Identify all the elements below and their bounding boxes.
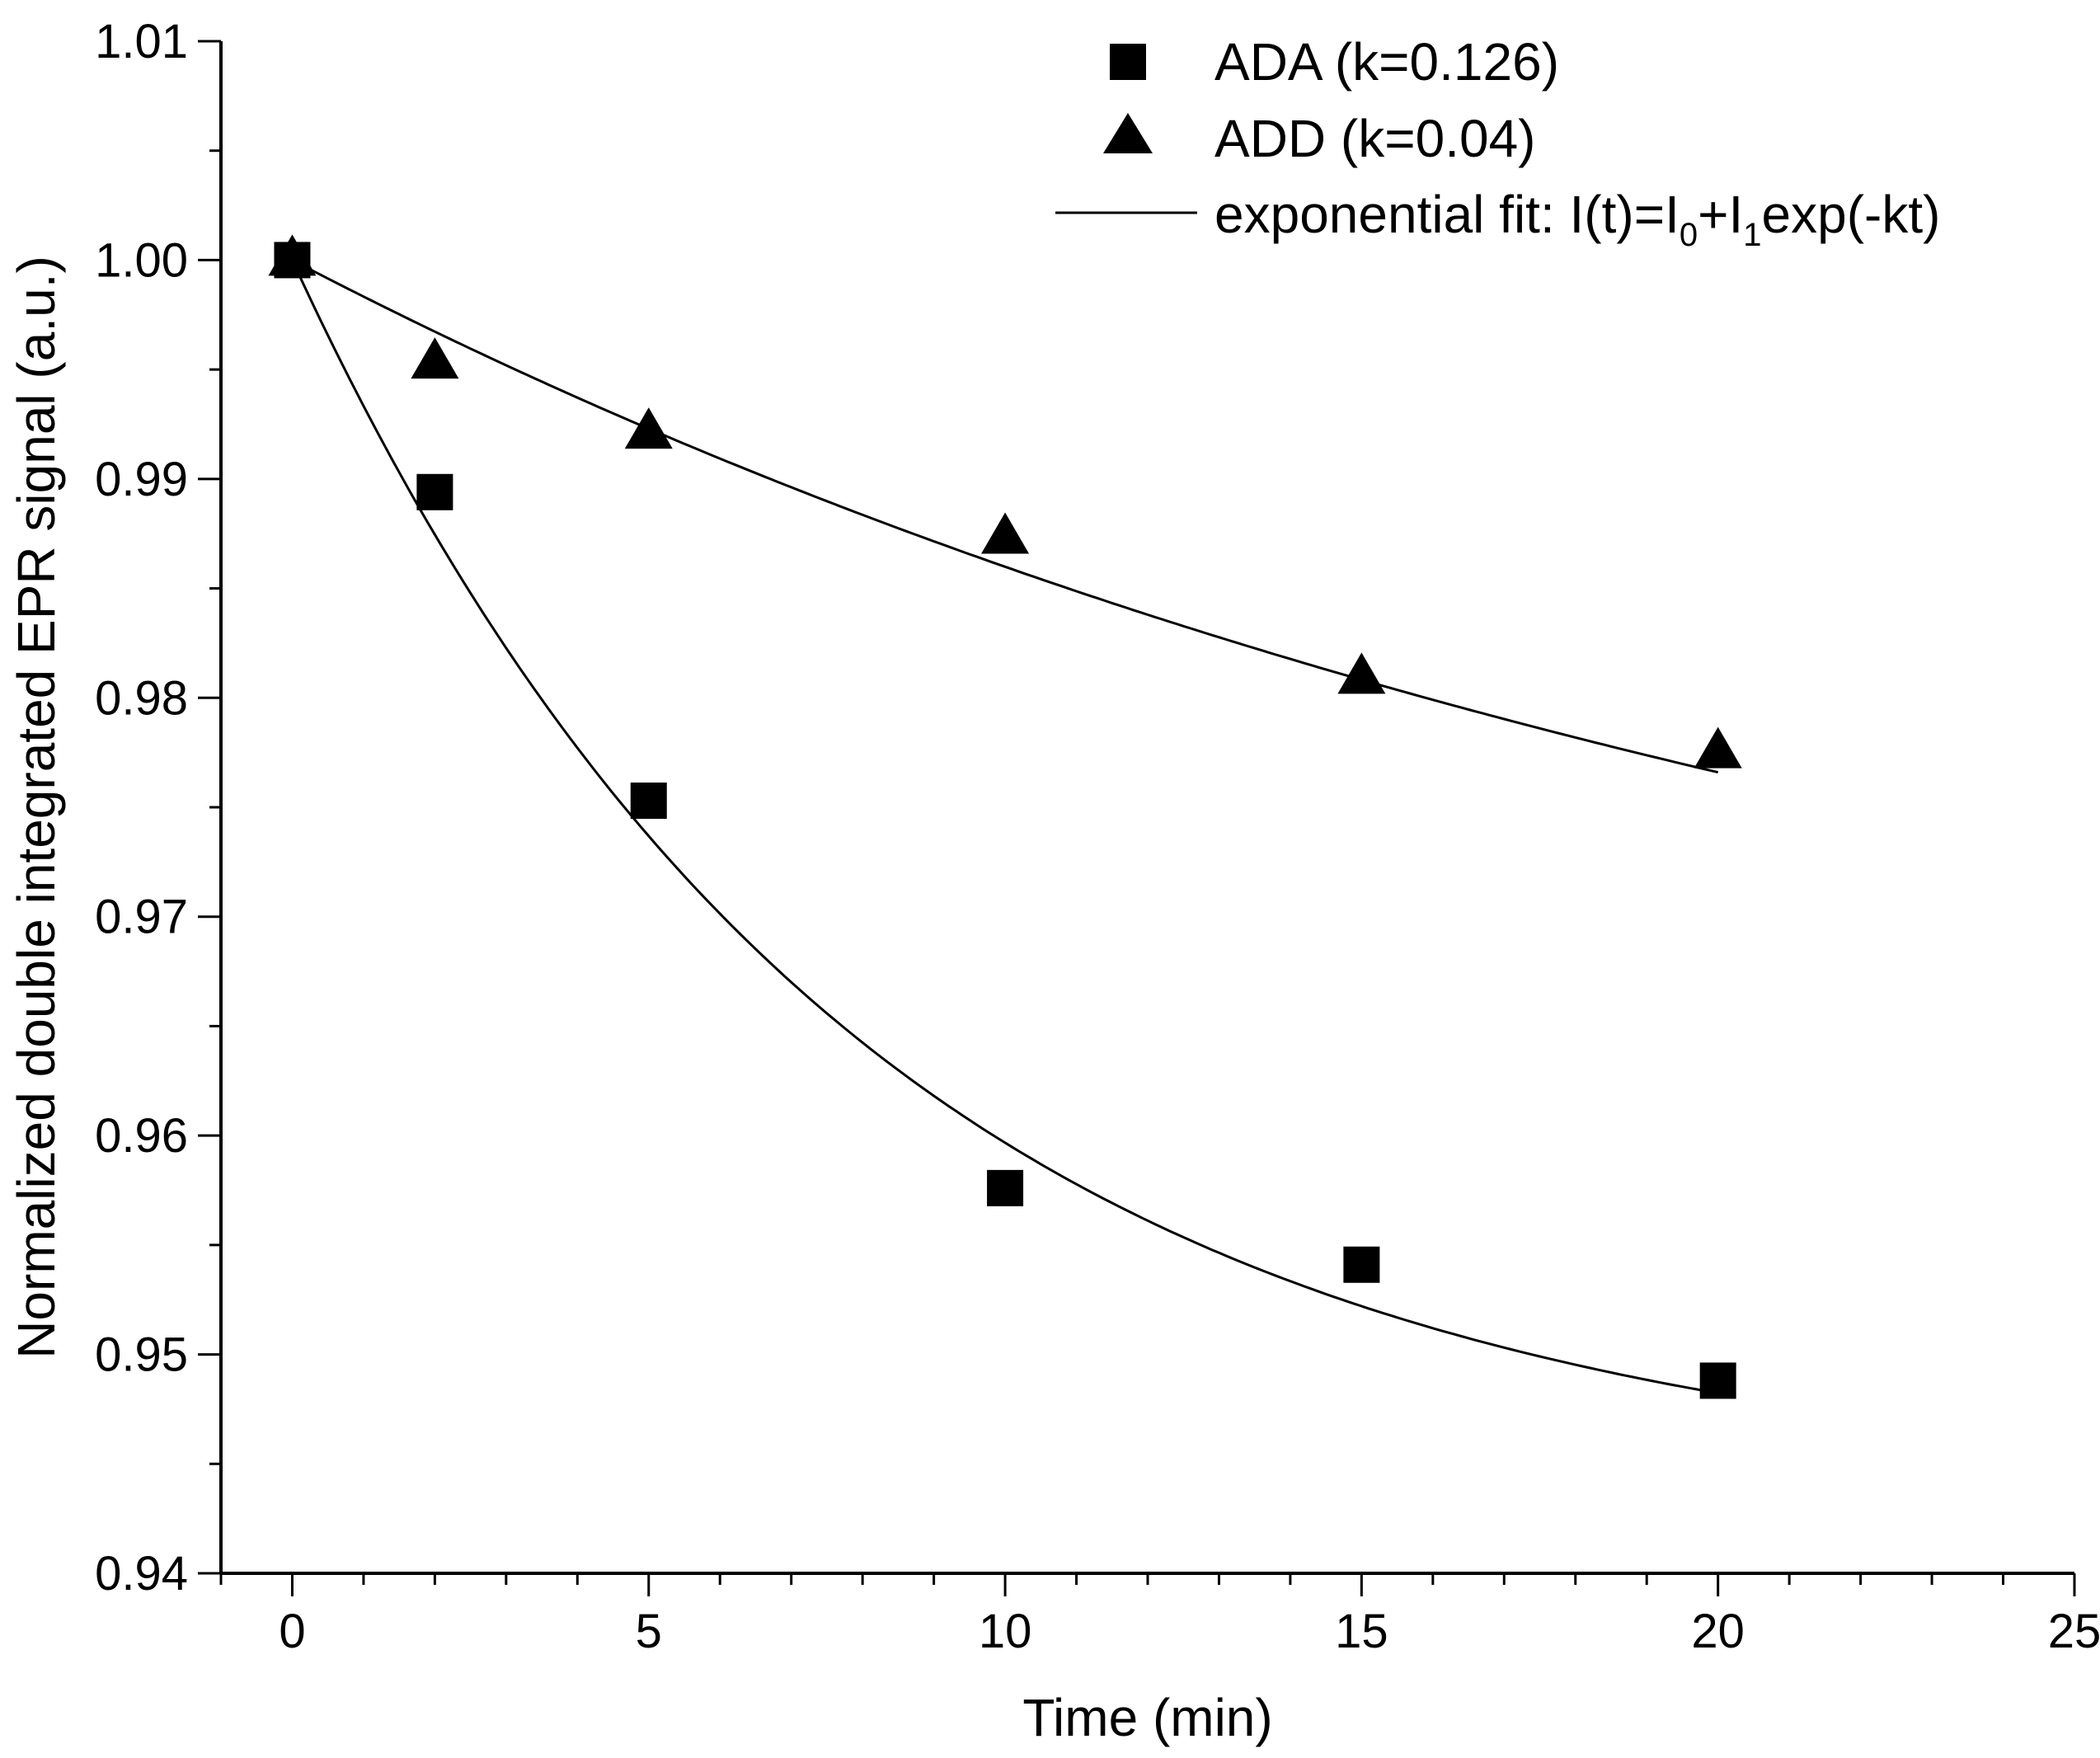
y-tick-label: 0.99 bbox=[95, 453, 188, 506]
data-point-square bbox=[987, 1169, 1024, 1206]
x-tick-label: 20 bbox=[1691, 1605, 1745, 1658]
data-point-triangle bbox=[1337, 652, 1386, 694]
data-points bbox=[268, 234, 1742, 1399]
x-tick-label: 0 bbox=[279, 1605, 305, 1658]
data-point-square bbox=[1699, 1362, 1736, 1399]
legend-marker-ada bbox=[1110, 44, 1146, 80]
data-point-triangle bbox=[1694, 726, 1742, 769]
data-point-triangle bbox=[624, 407, 673, 449]
fit-label-sub0: 0 bbox=[1680, 217, 1698, 253]
fit-curve-series-1 bbox=[291, 259, 1719, 774]
y-tick-label: 0.94 bbox=[95, 1547, 188, 1601]
y-tick-label: 0.96 bbox=[95, 1109, 188, 1163]
data-point-triangle bbox=[411, 337, 459, 379]
x-axis-title: Time (min) bbox=[1022, 1688, 1272, 1747]
data-point-triangle bbox=[981, 512, 1030, 554]
legend-label-add: ADD (k=0.04) bbox=[1214, 109, 1535, 168]
x-tick-label: 10 bbox=[979, 1605, 1032, 1658]
x-tick-label: 15 bbox=[1335, 1605, 1388, 1658]
fit-label-prefix: exponential fit: I(t)=I bbox=[1214, 185, 1680, 244]
data-point-square bbox=[630, 783, 667, 820]
y-tick-label: 0.98 bbox=[95, 671, 188, 725]
legend: ADA (k=0.126) ADD (k=0.04) exponential f… bbox=[1055, 32, 1940, 253]
data-point-square bbox=[1343, 1246, 1380, 1283]
data-point-triangle bbox=[268, 234, 317, 276]
y-tick-label: 1.00 bbox=[95, 233, 188, 287]
x-tick-label: 5 bbox=[636, 1605, 662, 1658]
y-tick-label: 0.95 bbox=[95, 1328, 188, 1382]
y-tick-label: 0.97 bbox=[95, 891, 188, 944]
y-tick-label: 1.01 bbox=[95, 15, 188, 68]
fit-label-sub1: 1 bbox=[1743, 217, 1761, 253]
legend-label-ada: ADA (k=0.126) bbox=[1214, 32, 1559, 92]
fit-curve-series-0 bbox=[291, 259, 1718, 1395]
x-tick-label: 25 bbox=[2048, 1605, 2100, 1658]
y-axis-title: Normalized double integrated EPR signal … bbox=[7, 256, 66, 1359]
data-point-square bbox=[416, 473, 453, 510]
legend-label-fit: exponential fit: I(t)=I0+I1exp(-kt) bbox=[1214, 185, 1940, 253]
fit-lines bbox=[291, 259, 1719, 1395]
axes: 0 5 10 15 20 250.940.950.960.970.980.991.001.… bbox=[95, 15, 2100, 1658]
fit-label-suffix: exp(-kt) bbox=[1762, 185, 1941, 244]
legend-marker-add bbox=[1103, 113, 1153, 153]
fit-label-mid: +I bbox=[1698, 185, 1743, 244]
